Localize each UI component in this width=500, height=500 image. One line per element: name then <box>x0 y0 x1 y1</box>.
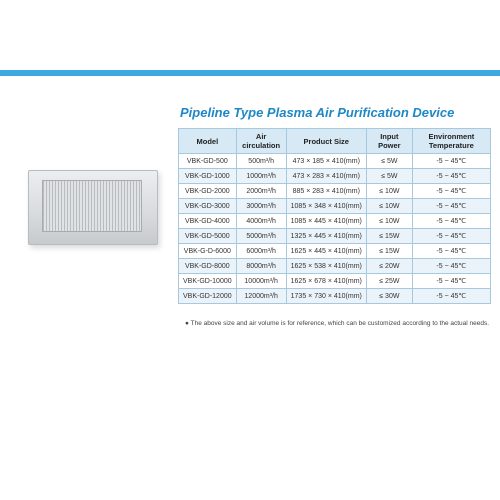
table-cell: 1735 × 730 × 410(mm) <box>286 289 366 304</box>
table-cell: VBK-GD-1000 <box>179 169 237 184</box>
table-cell: VBK-G-D-6000 <box>179 244 237 259</box>
table-cell: ≤ 10W <box>366 214 412 229</box>
spec-table: Model Air circulation Product Size Input… <box>178 128 491 304</box>
table-row: VBK-G-D-60006000m³/h1625 × 445 × 410(mm)… <box>179 244 491 259</box>
table-cell: -5 ~ 45℃ <box>412 214 490 229</box>
table-cell: VBK-GD-3000 <box>179 199 237 214</box>
table-cell: 473 × 283 × 410(mm) <box>286 169 366 184</box>
table-body: VBK-GD-500500m³/h473 × 185 × 410(mm)≤ 5W… <box>179 154 491 304</box>
table-cell: 1085 × 445 × 410(mm) <box>286 214 366 229</box>
table-cell: 1625 × 445 × 410(mm) <box>286 244 366 259</box>
table-cell: 500m³/h <box>236 154 286 169</box>
table-cell: ≤ 25W <box>366 274 412 289</box>
table-cell: VBK-GD-500 <box>179 154 237 169</box>
table-cell: 5000m³/h <box>236 229 286 244</box>
table-row: VBK-GD-30003000m³/h1085 × 348 × 410(mm)≤… <box>179 199 491 214</box>
table-cell: 4000m³/h <box>236 214 286 229</box>
table-cell: VBK-GD-8000 <box>179 259 237 274</box>
table-cell: 12000m³/h <box>236 289 286 304</box>
table-cell: ≤ 10W <box>366 199 412 214</box>
col-header-model: Model <box>179 129 237 154</box>
table-cell: VBK-GD-10000 <box>179 274 237 289</box>
col-header-power: Input Power <box>366 129 412 154</box>
table-row: VBK-GD-80008000m³/h1625 × 538 × 410(mm)≤… <box>179 259 491 274</box>
table-row: VBK-GD-500500m³/h473 × 185 × 410(mm)≤ 5W… <box>179 154 491 169</box>
table-cell: VBK-GD-5000 <box>179 229 237 244</box>
table-cell: ≤ 20W <box>366 259 412 274</box>
table-cell: -5 ~ 45℃ <box>412 289 490 304</box>
table-cell: 1325 × 445 × 410(mm) <box>286 229 366 244</box>
table-cell: 10000m³/h <box>236 274 286 289</box>
table-row: VBK-GD-20002000m³/h885 × 283 × 410(mm)≤ … <box>179 184 491 199</box>
footnote: ● The above size and air volume is for r… <box>185 320 489 327</box>
col-header-size: Product Size <box>286 129 366 154</box>
table-cell: 885 × 283 × 410(mm) <box>286 184 366 199</box>
top-accent-bar <box>0 70 500 76</box>
table-cell: 1625 × 678 × 410(mm) <box>286 274 366 289</box>
table-cell: -5 ~ 45℃ <box>412 259 490 274</box>
table-cell: VBK-GD-2000 <box>179 184 237 199</box>
page-title: Pipeline Type Plasma Air Purification De… <box>180 105 454 120</box>
table-cell: 1085 × 348 × 410(mm) <box>286 199 366 214</box>
table-header-row: Model Air circulation Product Size Input… <box>179 129 491 154</box>
table-cell: ≤ 30W <box>366 289 412 304</box>
table-row: VBK-GD-10001000m³/h473 × 283 × 410(mm)≤ … <box>179 169 491 184</box>
table-row: VBK-GD-40004000m³/h1085 × 445 × 410(mm)≤… <box>179 214 491 229</box>
table-cell: -5 ~ 45℃ <box>412 244 490 259</box>
table-cell: 6000m³/h <box>236 244 286 259</box>
table-cell: ≤ 15W <box>366 229 412 244</box>
table-cell: VBK-GD-4000 <box>179 214 237 229</box>
table-row: VBK-GD-50005000m³/h1325 × 445 × 410(mm)≤… <box>179 229 491 244</box>
device-grille <box>42 180 142 232</box>
table-cell: ≤ 15W <box>366 244 412 259</box>
table-cell: 2000m³/h <box>236 184 286 199</box>
col-header-temp: Environment Temperature <box>412 129 490 154</box>
table-cell: -5 ~ 45℃ <box>412 169 490 184</box>
col-header-air: Air circulation <box>236 129 286 154</box>
table-cell: -5 ~ 45℃ <box>412 229 490 244</box>
table-cell: 1625 × 538 × 410(mm) <box>286 259 366 274</box>
table-cell: ≤ 10W <box>366 184 412 199</box>
table-cell: 473 × 185 × 410(mm) <box>286 154 366 169</box>
table-cell: 3000m³/h <box>236 199 286 214</box>
table-cell: -5 ~ 45℃ <box>412 154 490 169</box>
table-cell: -5 ~ 45℃ <box>412 184 490 199</box>
table-cell: 8000m³/h <box>236 259 286 274</box>
table-cell: -5 ~ 45℃ <box>412 274 490 289</box>
table-cell: ≤ 5W <box>366 169 412 184</box>
table-cell: 1000m³/h <box>236 169 286 184</box>
product-image <box>20 160 167 255</box>
table-row: VBK-GD-1200012000m³/h1735 × 730 × 410(mm… <box>179 289 491 304</box>
table-cell: ≤ 5W <box>366 154 412 169</box>
table-cell: -5 ~ 45℃ <box>412 199 490 214</box>
table-row: VBK-GD-1000010000m³/h1625 × 678 × 410(mm… <box>179 274 491 289</box>
table-cell: VBK-GD-12000 <box>179 289 237 304</box>
